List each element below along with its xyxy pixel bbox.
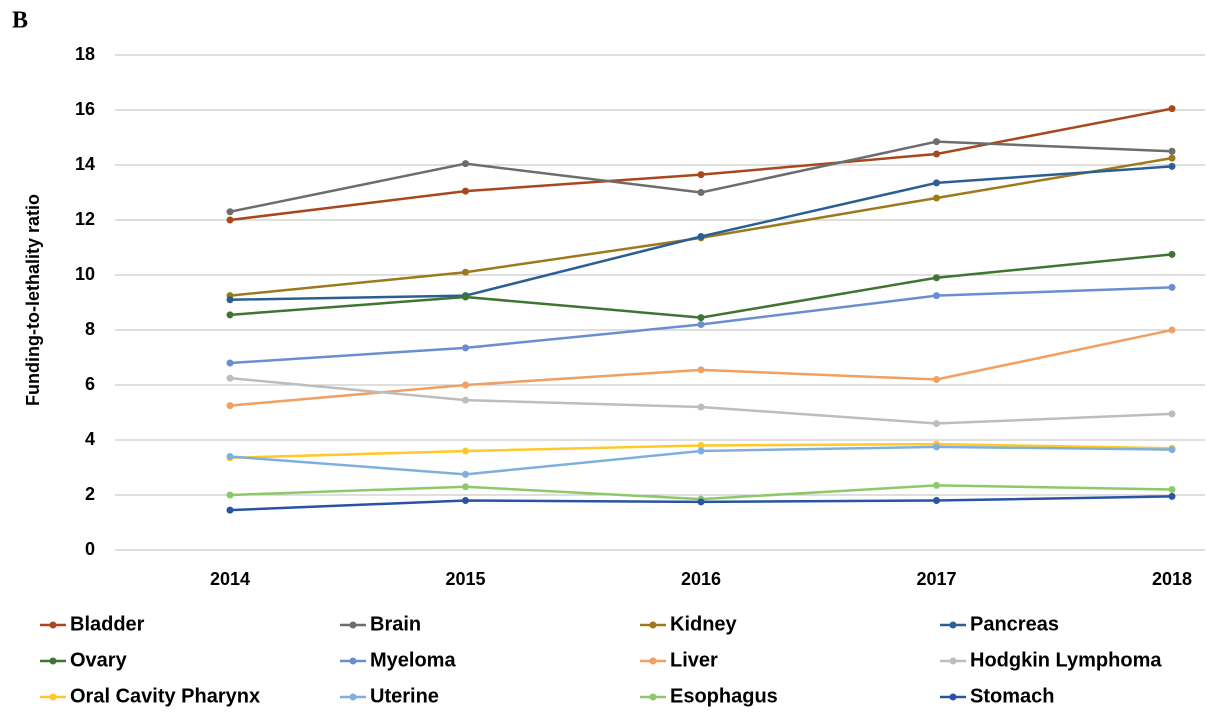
legend-label: Myeloma — [370, 649, 456, 671]
data-point — [933, 497, 940, 504]
legend-label: Pancreas — [970, 613, 1059, 635]
data-point — [226, 216, 234, 224]
legend-label: Oral Cavity Pharynx — [70, 685, 260, 707]
legend-marker — [949, 693, 957, 701]
data-point — [697, 171, 705, 179]
data-point — [697, 366, 705, 374]
data-point — [226, 506, 234, 514]
data-point — [226, 374, 234, 382]
data-point — [697, 314, 705, 322]
series-line — [229, 253, 1173, 319]
y-tick-label: 2 — [85, 484, 95, 504]
y-tick-label: 4 — [85, 429, 95, 449]
legend-label: Brain — [370, 613, 421, 635]
legend-marker — [649, 621, 657, 629]
data-point — [226, 402, 234, 410]
legend-marker — [349, 693, 357, 701]
data-point — [1168, 410, 1176, 418]
data-point — [1168, 105, 1176, 113]
data-point — [1168, 492, 1176, 500]
data-point — [697, 442, 705, 449]
x-tick-label: 2015 — [445, 569, 485, 589]
y-tick-label: 8 — [85, 319, 95, 339]
data-point — [462, 396, 469, 404]
data-point — [933, 194, 940, 202]
x-tick-label: 2017 — [916, 569, 956, 589]
data-point — [462, 447, 469, 455]
y-axis-label: Funding-to-lethality ratio — [23, 194, 43, 406]
data-point — [933, 150, 940, 158]
legend-marker — [49, 657, 57, 665]
data-point — [933, 376, 940, 383]
data-point — [1168, 154, 1176, 162]
data-point — [462, 381, 469, 389]
data-point — [697, 321, 705, 328]
data-point — [1168, 446, 1176, 454]
legend-label: Kidney — [670, 613, 738, 635]
y-tick-label: 0 — [85, 539, 95, 559]
data-point — [1168, 486, 1176, 493]
data-point — [697, 189, 705, 196]
legend-label: Bladder — [70, 613, 145, 635]
legend-label: Liver — [670, 649, 718, 671]
y-tick-label: 10 — [75, 264, 95, 284]
y-tick-label: 18 — [75, 44, 95, 64]
legend-marker — [49, 693, 57, 701]
data-point — [462, 497, 469, 504]
data-point — [226, 491, 234, 499]
legend-marker — [49, 621, 57, 629]
data-point — [462, 160, 469, 168]
legend-marker — [949, 621, 957, 629]
data-point — [462, 293, 469, 301]
data-point — [462, 268, 469, 276]
data-point — [933, 292, 940, 300]
data-point — [933, 481, 940, 489]
legend-label: Uterine — [370, 685, 439, 707]
legend-label: Esophagus — [670, 685, 778, 707]
data-point — [1168, 326, 1176, 334]
data-point — [697, 498, 705, 506]
data-point — [226, 296, 234, 304]
legend-label: Stomach — [970, 685, 1054, 707]
data-point — [933, 274, 940, 282]
y-tick-label: 14 — [75, 154, 95, 174]
legend-label: Ovary — [70, 649, 128, 671]
data-point — [226, 453, 234, 460]
data-point — [462, 483, 469, 491]
data-point — [1168, 250, 1176, 258]
legend-marker — [949, 657, 957, 665]
data-point — [697, 447, 705, 455]
legend-marker — [649, 657, 657, 665]
data-point — [697, 403, 705, 411]
y-tick-label: 12 — [75, 209, 95, 229]
legend-label: Hodgkin Lymphoma — [970, 649, 1162, 671]
y-tick-label: 6 — [85, 374, 95, 394]
data-point — [933, 443, 940, 451]
data-point — [933, 138, 940, 146]
data-point — [1168, 147, 1176, 155]
data-point — [1168, 283, 1176, 291]
data-point — [462, 344, 469, 352]
data-point — [462, 187, 469, 195]
x-tick-label: 2016 — [681, 569, 721, 589]
x-tick-label: 2014 — [210, 569, 250, 589]
legend-marker — [349, 621, 357, 629]
legend-marker — [649, 693, 657, 701]
x-tick-label: 2018 — [1152, 569, 1192, 589]
panel-label: B — [12, 8, 28, 34]
data-point — [933, 420, 940, 427]
data-point — [933, 179, 940, 187]
data-point — [1168, 162, 1176, 170]
data-point — [226, 359, 234, 367]
data-point — [226, 311, 234, 319]
legend-marker — [349, 657, 357, 665]
y-tick-label: 16 — [75, 99, 95, 119]
data-point — [697, 233, 705, 240]
series-line — [229, 107, 1173, 222]
data-point — [226, 208, 234, 216]
data-point — [462, 470, 469, 478]
